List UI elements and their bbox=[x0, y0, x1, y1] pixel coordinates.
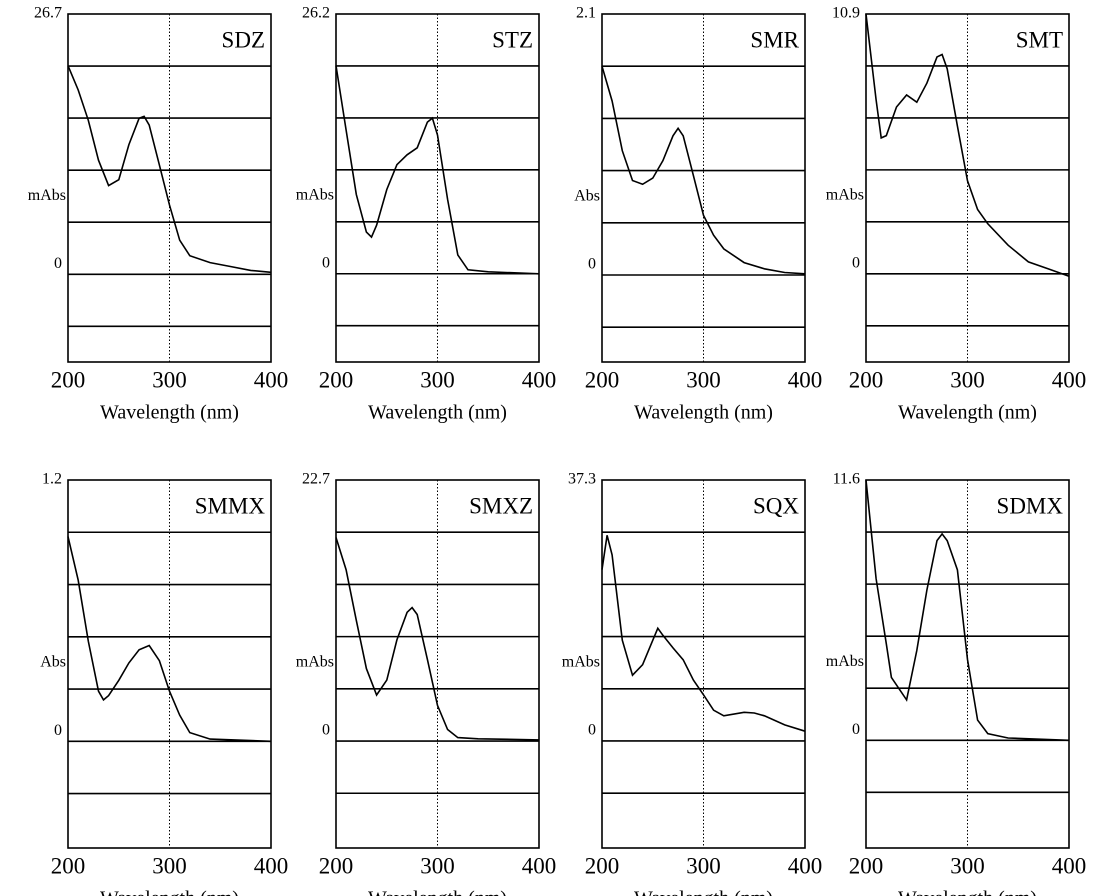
plot-frame bbox=[335, 13, 540, 363]
x-tick-label: 300 bbox=[420, 367, 455, 392]
x-tick-label: 200 bbox=[849, 367, 884, 392]
y-tick-label: 1.2 bbox=[42, 471, 62, 488]
panel-title: SMMX bbox=[195, 493, 266, 518]
x-tick-label: 200 bbox=[51, 853, 86, 878]
y-tick-label: 2.1 bbox=[576, 5, 596, 22]
y-tick-label: 0 bbox=[54, 722, 62, 739]
panel-title: SQX bbox=[753, 493, 799, 518]
title-bg bbox=[466, 492, 536, 524]
spectrum-line bbox=[865, 13, 1070, 277]
spectrum-line bbox=[67, 65, 272, 274]
title-bg bbox=[218, 26, 268, 58]
x-tick-label: 400 bbox=[788, 367, 823, 392]
y-tick-label: 0 bbox=[588, 722, 596, 739]
plot-frame bbox=[67, 479, 272, 849]
plot-frame bbox=[335, 479, 540, 849]
plot-frame bbox=[67, 13, 272, 363]
x-tick-label: 300 bbox=[420, 853, 455, 878]
y-tick-label: 0 bbox=[588, 256, 596, 273]
panel-title: SDMX bbox=[997, 493, 1064, 518]
y-axis-label: mAbs bbox=[28, 187, 66, 204]
y-axis-label: mAbs bbox=[296, 187, 334, 204]
panel: 0 10.9 200 300 400 SMT mAbs Wavelength (nm) bbox=[826, 5, 1086, 424]
title-bg bbox=[993, 492, 1067, 524]
y-tick-label: 26.2 bbox=[302, 5, 330, 22]
y-tick-label: 0 bbox=[322, 722, 330, 739]
x-tick-label: 400 bbox=[254, 853, 289, 878]
x-tick-label: 200 bbox=[51, 367, 86, 392]
panel: 0 11.6 200 300 400 SDMX mAbs Wavelength (nm) bbox=[826, 471, 1086, 896]
spectrum-line bbox=[601, 535, 806, 732]
y-tick-label: 22.7 bbox=[302, 471, 330, 488]
panel-title: SMT bbox=[1016, 27, 1063, 52]
panel: 0 26.2 200 300 400 STZ mAbs Wavelength (nm) bbox=[296, 5, 556, 424]
y-tick-label: 11.6 bbox=[833, 471, 860, 488]
plot-frame bbox=[601, 479, 806, 849]
spectrum-line bbox=[865, 479, 1070, 742]
title-bg bbox=[1012, 26, 1066, 58]
y-axis-label: Abs bbox=[574, 187, 600, 204]
title-bg bbox=[747, 26, 803, 58]
x-tick-label: 400 bbox=[522, 853, 557, 878]
x-tick-label: 300 bbox=[686, 367, 721, 392]
x-axis-label: Wavelength (nm) bbox=[898, 888, 1037, 896]
y-tick-label: 0 bbox=[322, 254, 330, 271]
x-tick-label: 300 bbox=[152, 853, 187, 878]
panel: 0 2.1 200 300 400 SMR Abs Wavelength (nm) bbox=[574, 5, 822, 424]
x-tick-label: 400 bbox=[522, 367, 557, 392]
panel: 0 37.3 200 300 400 SQX mAbs Wavelength (nm) bbox=[562, 471, 822, 896]
x-tick-label: 200 bbox=[585, 853, 620, 878]
x-tick-label: 200 bbox=[319, 367, 354, 392]
x-tick-label: 400 bbox=[788, 853, 823, 878]
x-tick-label: 400 bbox=[1052, 853, 1087, 878]
plot-frame bbox=[865, 479, 1070, 849]
panel-title: SMR bbox=[750, 27, 799, 52]
panel: 0 22.7 200 300 400 SMXZ mAbs Wavelength (nm) bbox=[296, 471, 556, 896]
panel: 0 26.7 200 300 400 SDZ mAbs Wavelength (nm) bbox=[28, 5, 288, 424]
x-tick-label: 300 bbox=[950, 853, 985, 878]
y-axis-label: mAbs bbox=[296, 653, 334, 670]
spectrum-line bbox=[67, 536, 272, 743]
y-tick-label: 26.7 bbox=[34, 5, 62, 22]
title-bg bbox=[191, 492, 269, 524]
spectrum-line bbox=[601, 65, 806, 275]
spectrum-line bbox=[335, 65, 540, 275]
x-tick-label: 400 bbox=[254, 367, 289, 392]
y-axis-label: mAbs bbox=[826, 187, 864, 204]
y-axis-label: Abs bbox=[40, 654, 66, 671]
x-axis-label: Wavelength (nm) bbox=[100, 888, 239, 896]
x-axis-label: Wavelength (nm) bbox=[898, 402, 1037, 424]
x-tick-label: 300 bbox=[950, 367, 985, 392]
x-tick-label: 200 bbox=[319, 853, 354, 878]
y-tick-label: 10.9 bbox=[832, 5, 860, 22]
panel: 0 1.2 200 300 400 SMMX Abs Wavelength (nm) bbox=[40, 471, 288, 896]
panel-title: STZ bbox=[492, 27, 533, 52]
x-tick-label: 200 bbox=[849, 853, 884, 878]
x-axis-label: Wavelength (nm) bbox=[634, 888, 773, 896]
plot-frame bbox=[601, 13, 806, 363]
panel-title: SMXZ bbox=[469, 493, 533, 518]
y-tick-label: 0 bbox=[852, 721, 860, 738]
x-axis-label: Wavelength (nm) bbox=[368, 888, 507, 896]
x-tick-label: 300 bbox=[686, 853, 721, 878]
y-tick-label: 0 bbox=[54, 255, 62, 272]
spectrum-line bbox=[335, 537, 540, 741]
title-bg bbox=[749, 492, 803, 524]
x-tick-label: 400 bbox=[1052, 367, 1087, 392]
y-tick-label: 0 bbox=[852, 254, 860, 271]
x-axis-label: Wavelength (nm) bbox=[634, 402, 773, 424]
panel-title: SDZ bbox=[222, 27, 265, 52]
y-axis-label: mAbs bbox=[562, 653, 600, 670]
x-tick-label: 200 bbox=[585, 367, 620, 392]
x-axis-label: Wavelength (nm) bbox=[368, 402, 507, 424]
y-axis-label: mAbs bbox=[826, 653, 864, 670]
y-tick-label: 37.3 bbox=[568, 471, 596, 488]
title-bg bbox=[489, 26, 536, 58]
plot-frame bbox=[865, 13, 1070, 363]
x-tick-label: 300 bbox=[152, 367, 187, 392]
x-axis-label: Wavelength (nm) bbox=[100, 402, 239, 424]
